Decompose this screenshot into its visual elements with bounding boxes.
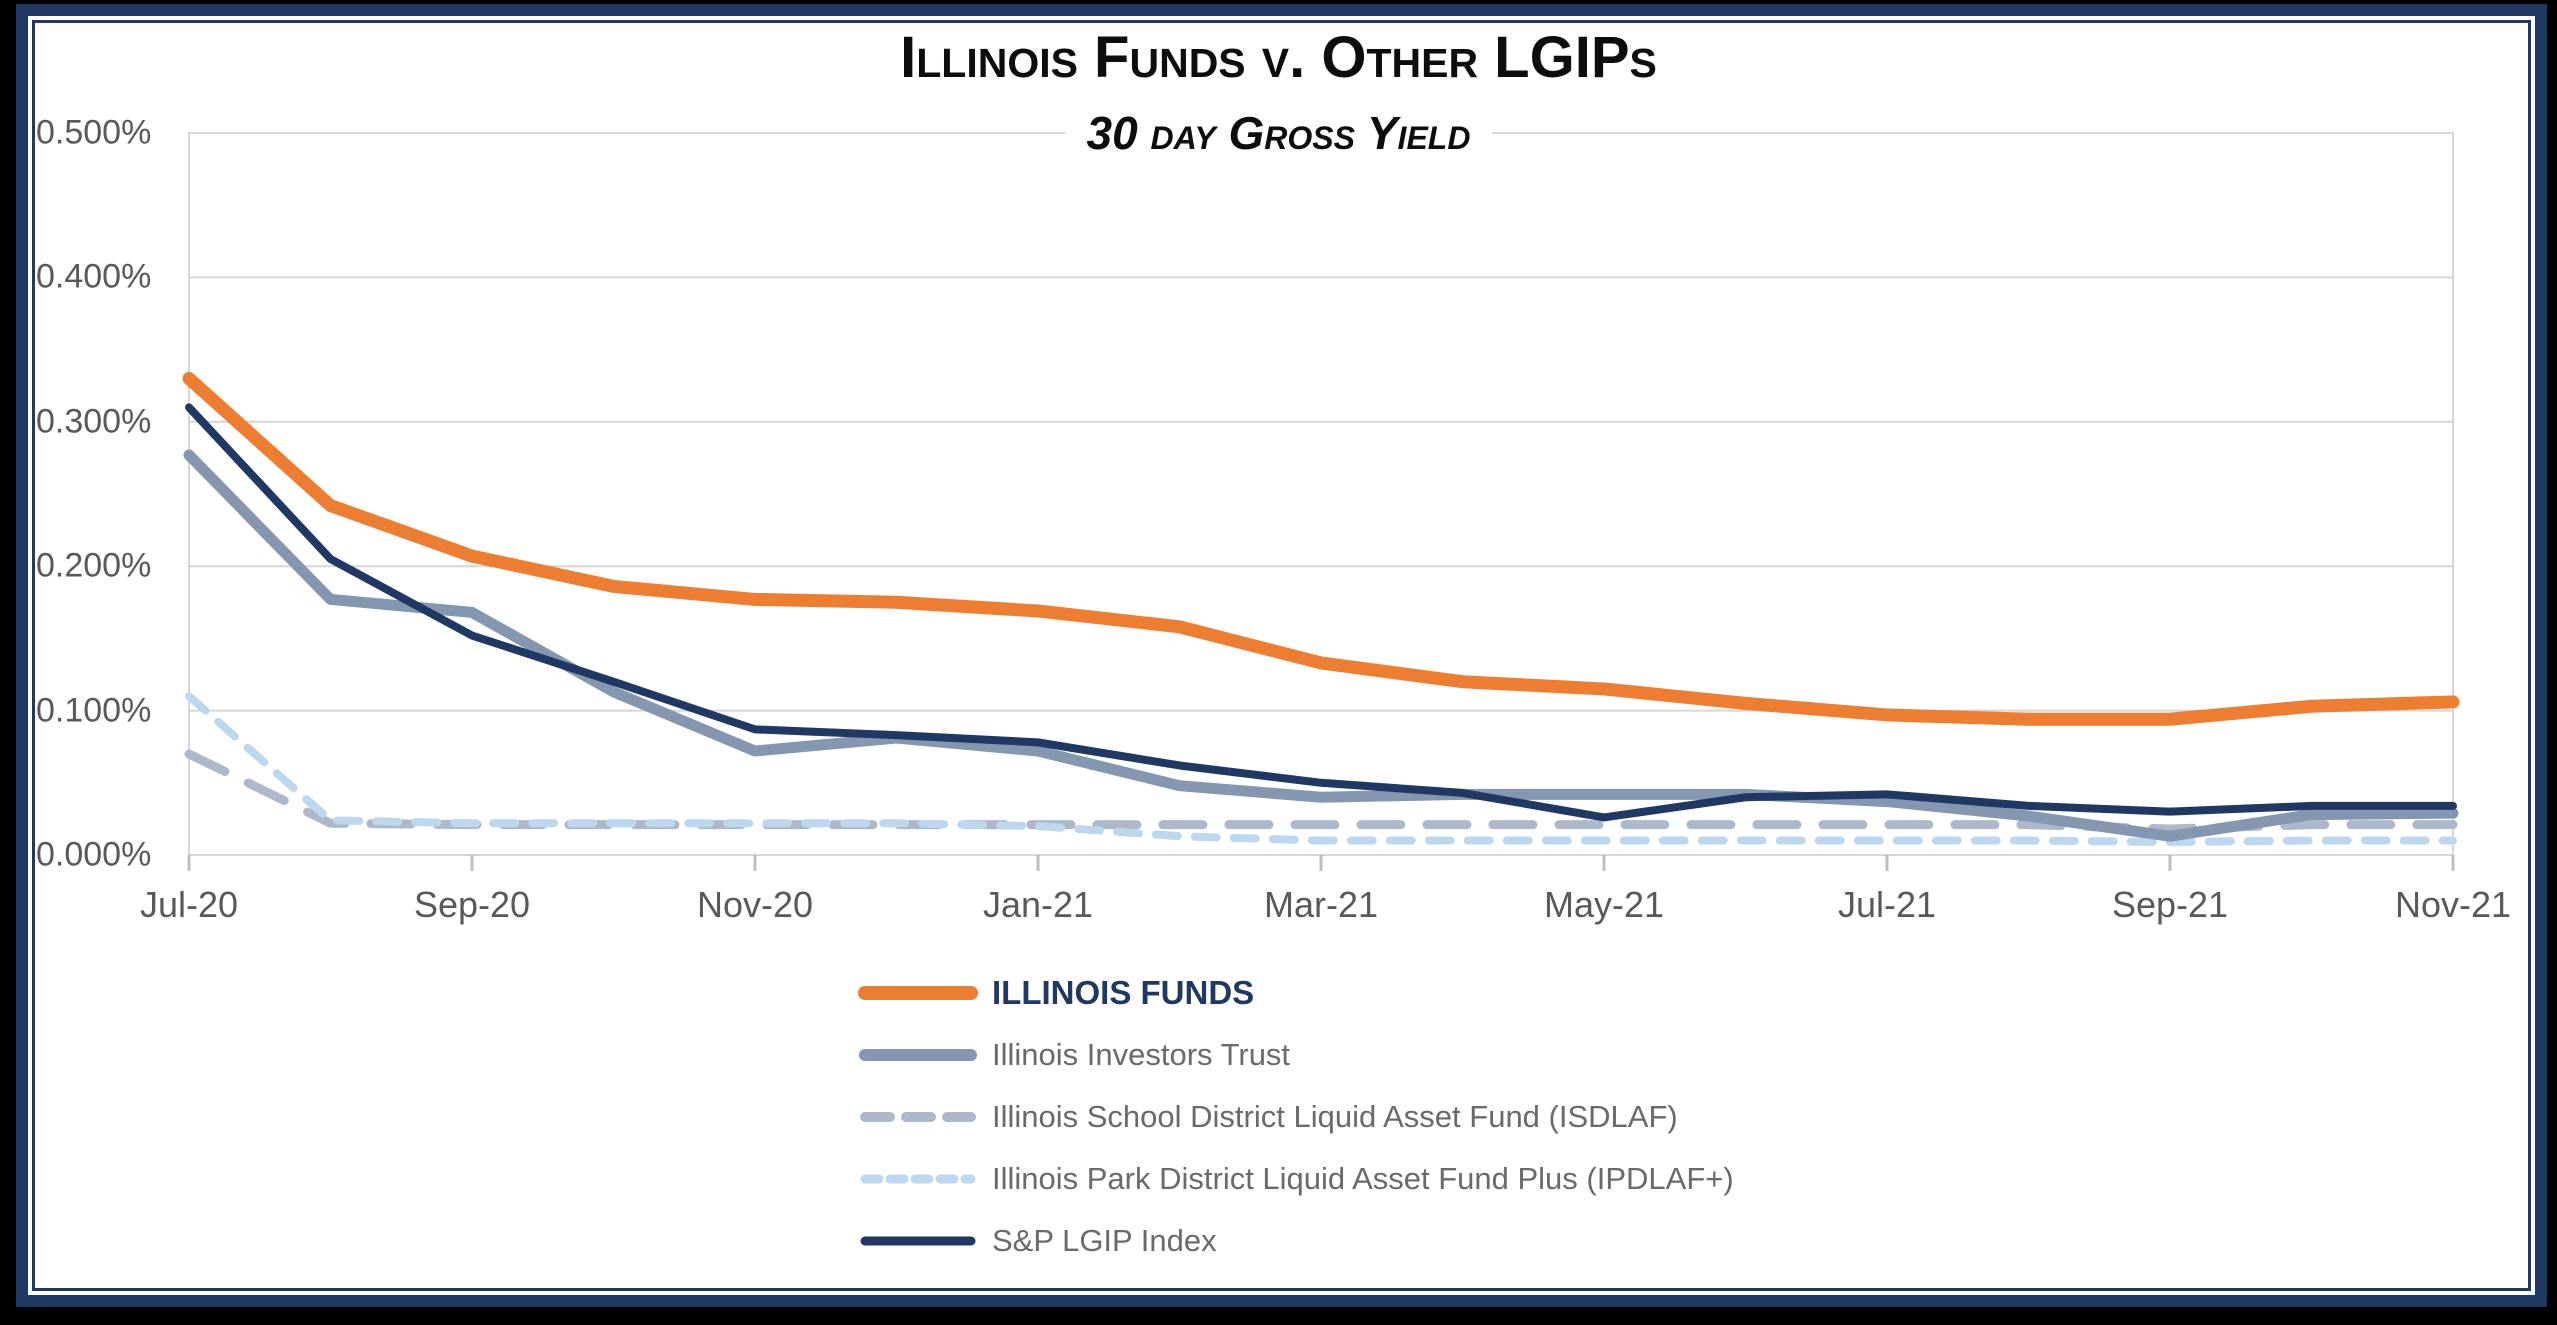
- y-axis-label: 0.500%: [36, 113, 152, 152]
- legend-item: Illinois Park District Liquid Asset Fund…: [858, 1148, 1734, 1210]
- chart-legend: ILLINOIS FUNDS Illinois Investors Trust Il…: [858, 962, 1734, 1272]
- legend-item: S&P LGIP Index: [858, 1210, 1734, 1272]
- x-axis-label: May-21: [1543, 884, 1665, 925]
- series-line-4: [185, 692, 2457, 847]
- legend-item: ILLINOIS FUNDS: [858, 962, 1734, 1024]
- y-axis-label: 0.100%: [36, 691, 152, 730]
- legend-label: ILLINOIS FUNDS: [992, 974, 1255, 1011]
- legend-item: Illinois School District Liquid Asset Fu…: [858, 1086, 1734, 1148]
- legend-swatch-line: [860, 1112, 976, 1122]
- chart-subtitle: 30 day Gross Yield: [0, 106, 2557, 160]
- x-axis-label: Sep-21: [2111, 884, 2229, 925]
- series-line-1: [182, 371, 2460, 726]
- x-axis-label: Jul-20: [139, 884, 239, 925]
- series-line-3: [184, 749, 2458, 834]
- chart-title: Illinois Funds v. Other LGIPs: [900, 25, 1657, 90]
- legend-swatch-line: [860, 1236, 976, 1246]
- chart-subtitle-text: 30 day Gross Yield: [1064, 106, 1493, 160]
- plot-border: [188, 132, 2454, 856]
- y-axis-label: 0.000%: [36, 835, 152, 874]
- legend-label: Illinois Investors Trust: [992, 1037, 1291, 1072]
- x-axis-label: Nov-20: [696, 884, 814, 925]
- series-line-5: [185, 403, 2457, 822]
- legend-label: Illinois School District Liquid Asset Fu…: [992, 1099, 1678, 1134]
- legend-swatch-line: [859, 1049, 977, 1061]
- x-axis-label: Jul-21: [1837, 884, 1937, 925]
- legend-item: Illinois Investors Trust: [858, 1024, 1734, 1086]
- y-axis-label: 0.300%: [36, 402, 152, 441]
- x-axis-label: Mar-21: [1263, 884, 1379, 925]
- y-axis-label: 0.200%: [36, 546, 152, 585]
- x-axis-label: Jan-21: [982, 884, 1094, 925]
- legend-label: S&P LGIP Index: [992, 1223, 1217, 1258]
- legend-label: Illinois Park District Liquid Asset Fund…: [992, 1161, 1734, 1196]
- y-axis-label: 0.400%: [36, 257, 152, 296]
- legend-swatch-line: [858, 986, 978, 1000]
- x-axis-label: Nov-21: [2394, 884, 2512, 925]
- legend-swatch-line: [860, 1174, 976, 1184]
- x-axis-label: Sep-20: [413, 884, 531, 925]
